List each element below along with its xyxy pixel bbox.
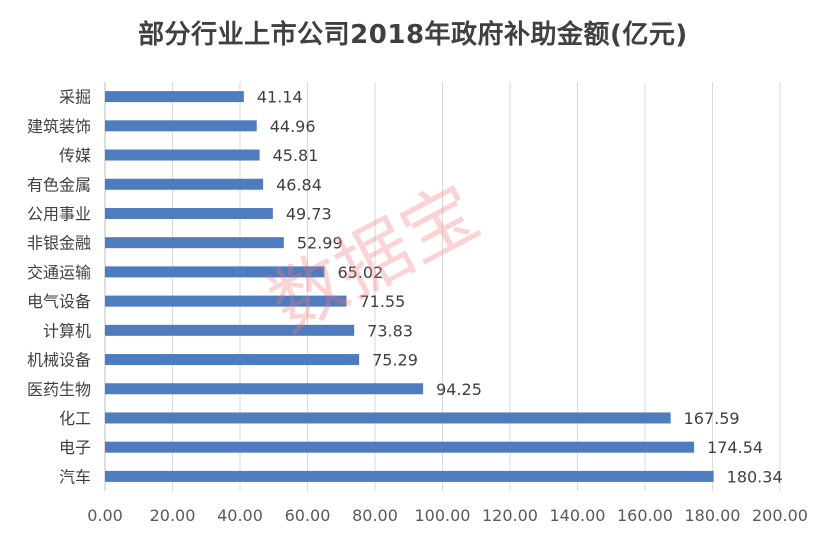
category-label: 计算机 [43, 321, 91, 340]
x-tick-label: 20.00 [150, 506, 196, 525]
bar [105, 178, 264, 190]
data-label: 180.34 [727, 467, 783, 486]
x-tick-label: 0.00 [87, 506, 123, 525]
bar [105, 441, 695, 453]
category-label: 汽车 [59, 467, 91, 486]
data-label: 46.84 [276, 175, 322, 194]
data-label: 174.54 [707, 438, 763, 457]
x-tick-label: 80.00 [352, 506, 398, 525]
data-label: 52.99 [297, 234, 343, 253]
data-label: 73.83 [367, 321, 413, 340]
bar [105, 354, 360, 366]
x-tick-label: 40.00 [217, 506, 263, 525]
category-label: 化工 [59, 409, 91, 428]
x-tick-label: 120.00 [482, 506, 538, 525]
bar [105, 237, 284, 249]
bar [105, 91, 244, 103]
x-tick-label: 100.00 [415, 506, 471, 525]
category-label: 采掘 [59, 88, 91, 107]
category-label: 医药生物 [27, 380, 91, 399]
bar [105, 120, 257, 132]
x-tick-label: 180.00 [685, 506, 741, 525]
data-label: 45.81 [273, 146, 319, 165]
bar [105, 295, 347, 307]
bar [105, 470, 714, 482]
bar [105, 149, 260, 161]
x-tick-label: 140.00 [550, 506, 606, 525]
category-label: 非银金融 [27, 234, 91, 253]
x-tick-label: 60.00 [285, 506, 331, 525]
category-label: 公用事业 [27, 204, 91, 223]
data-label: 49.73 [286, 204, 332, 223]
bar [105, 266, 325, 278]
data-label: 75.29 [372, 351, 418, 370]
data-label: 167.59 [684, 409, 740, 428]
category-label: 电气设备 [27, 292, 91, 311]
category-label: 机械设备 [27, 351, 91, 370]
bar [105, 207, 273, 219]
data-label: 94.25 [436, 380, 482, 399]
chart-title: 部分行业上市公司2018年政府补助金额(亿元) [138, 20, 688, 50]
bar [105, 324, 355, 336]
category-label: 电子 [59, 438, 91, 457]
data-label: 41.14 [257, 88, 303, 107]
x-tick-label: 200.00 [752, 506, 808, 525]
bar [105, 412, 671, 424]
bar [105, 383, 424, 395]
category-label: 有色金属 [27, 175, 91, 194]
data-label: 65.02 [337, 263, 383, 282]
category-label: 传媒 [59, 146, 91, 165]
category-label: 交通运输 [27, 263, 91, 282]
data-label: 44.96 [270, 117, 316, 136]
category-label: 建筑装饰 [27, 117, 91, 136]
x-tick-label: 160.00 [617, 506, 673, 525]
data-label: 71.55 [359, 292, 405, 311]
